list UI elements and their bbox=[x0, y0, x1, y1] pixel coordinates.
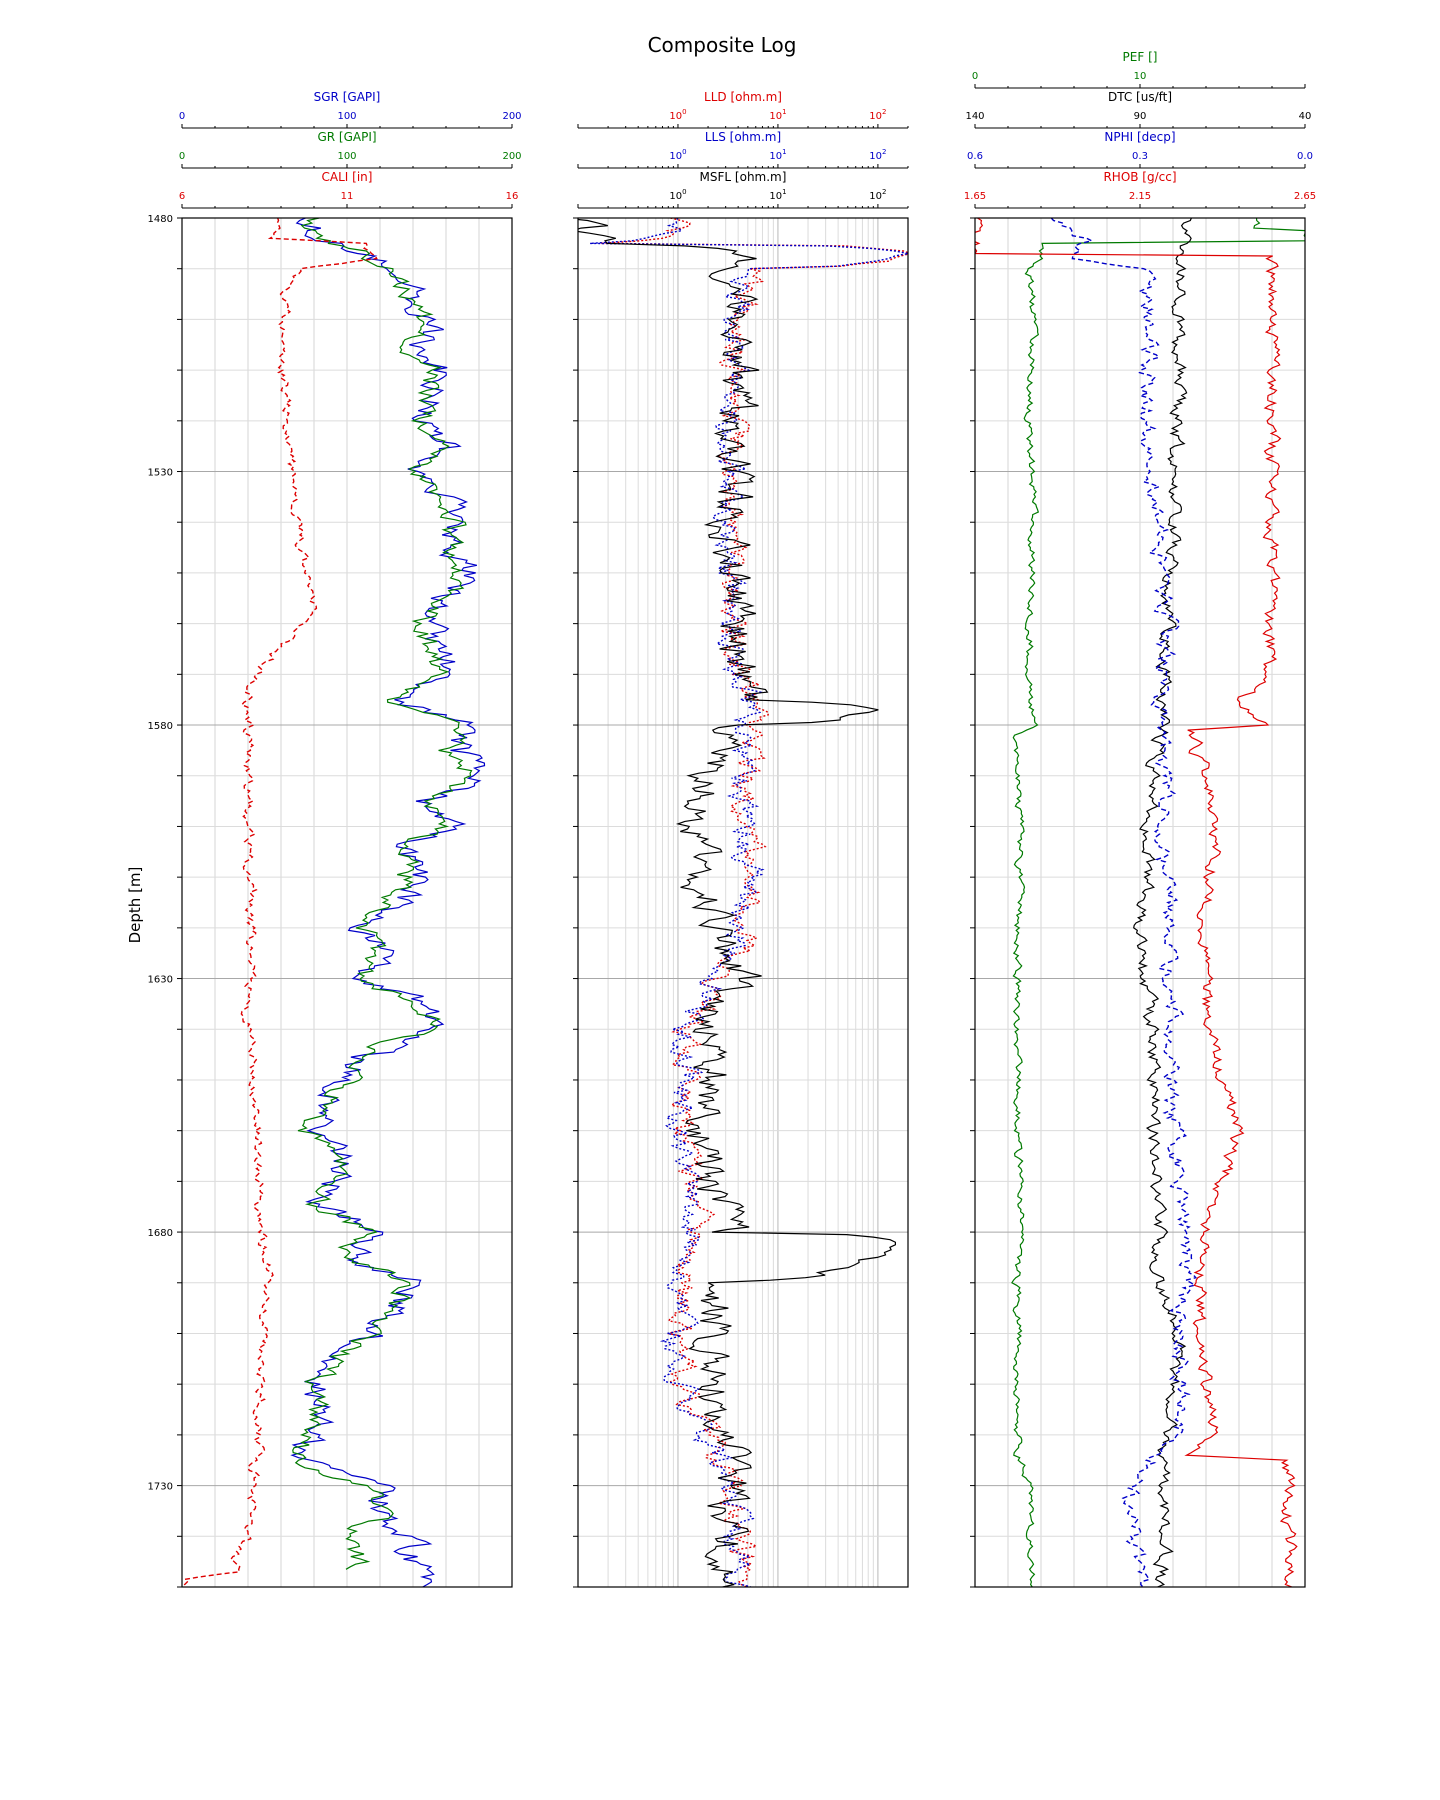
scale-tick-label: 0.6 bbox=[967, 151, 983, 162]
grid-layer bbox=[182, 217, 1305, 1588]
depth-tick-label: 1730 bbox=[148, 1482, 173, 1493]
curve-label-cali: CALI [in] bbox=[322, 170, 373, 184]
scale-tick-label: 2.65 bbox=[1294, 191, 1316, 202]
scale-tick-label: 16 bbox=[506, 191, 519, 202]
curve-nphi bbox=[1050, 218, 1198, 1587]
y-axis-label: Depth [m] bbox=[126, 867, 144, 944]
curves-layer bbox=[183, 218, 1305, 1587]
scale-tick-label: 200 bbox=[502, 111, 521, 122]
curve-msfl bbox=[578, 218, 897, 1587]
scale-tick-label: 1.65 bbox=[964, 191, 986, 202]
scale-tick-label: 6 bbox=[179, 191, 185, 202]
curve-dtc bbox=[1133, 218, 1192, 1587]
scale-tick-label: 100 bbox=[669, 188, 686, 202]
curve-pef bbox=[1011, 218, 1305, 1587]
scale-tick-label: 100 bbox=[337, 111, 356, 122]
scale-tick-label: 102 bbox=[869, 148, 886, 162]
curve-sgr bbox=[290, 218, 486, 1587]
curve-label-rhob: RHOB [g/cc] bbox=[1103, 170, 1176, 184]
scale-tick-label: 0.0 bbox=[1297, 151, 1313, 162]
chart-title: Composite Log bbox=[648, 33, 797, 57]
scale-tick-label: 11 bbox=[341, 191, 354, 202]
curve-label-msfl: MSFL [ohm.m] bbox=[700, 170, 787, 184]
track-porosity-density-curves bbox=[975, 218, 1305, 1587]
scale-tick-label: 90 bbox=[1134, 111, 1147, 122]
scale-tick-label: 102 bbox=[869, 188, 886, 202]
scale-tick-label: 2.15 bbox=[1129, 191, 1151, 202]
curve-label-lls: LLS [ohm.m] bbox=[705, 130, 781, 144]
track-gamma-caliper-curves bbox=[183, 218, 486, 1587]
depth-tick-label: 1580 bbox=[148, 721, 173, 732]
scale-tick-label: 100 bbox=[669, 108, 686, 122]
frames-layer bbox=[177, 217, 1306, 1588]
curve-label-sgr: SGR [GAPI] bbox=[314, 90, 381, 104]
scale-tick-label: 101 bbox=[769, 188, 786, 202]
curve-rhob bbox=[975, 218, 1298, 1587]
track-frame bbox=[577, 217, 909, 1588]
depth-tick-label: 1480 bbox=[148, 214, 173, 225]
scale-tick-label: 101 bbox=[769, 148, 786, 162]
curve-label-lld: LLD [ohm.m] bbox=[704, 90, 782, 104]
scale-tick-label: 100 bbox=[337, 151, 356, 162]
scale-tick-label: 200 bbox=[502, 151, 521, 162]
scale-tick-label: 102 bbox=[869, 108, 886, 122]
scale-tick-label: 40 bbox=[1299, 111, 1312, 122]
depth-tick-label: 1680 bbox=[148, 1228, 173, 1239]
scale-tick-label: 0 bbox=[179, 111, 185, 122]
depth-tick-label: 1630 bbox=[148, 975, 173, 986]
scale-tick-label: 101 bbox=[769, 108, 786, 122]
curve-cali bbox=[183, 218, 378, 1587]
track-resistivity-curves bbox=[578, 218, 908, 1587]
scale-tick-label: 0 bbox=[179, 151, 185, 162]
curve-label-gr: GR [GAPI] bbox=[317, 130, 376, 144]
curve-label-pef: PEF [] bbox=[1123, 50, 1158, 64]
curve-label-dtc: DTC [us/ft] bbox=[1108, 90, 1172, 104]
scale-tick-label: 0.3 bbox=[1132, 151, 1148, 162]
curve-gr bbox=[292, 218, 473, 1570]
scale-tick-label: 100 bbox=[669, 148, 686, 162]
track-frame bbox=[181, 217, 513, 1588]
curve-label-nphi: NPHI [decp] bbox=[1104, 130, 1175, 144]
scale-tick-label: 0 bbox=[972, 71, 978, 82]
curve-lls bbox=[589, 218, 908, 1587]
track-frame bbox=[974, 217, 1306, 1588]
depth-tick-label: 1530 bbox=[148, 468, 173, 479]
scale-tick-label: 10 bbox=[1134, 71, 1147, 82]
scale-tick-label: 140 bbox=[965, 111, 984, 122]
